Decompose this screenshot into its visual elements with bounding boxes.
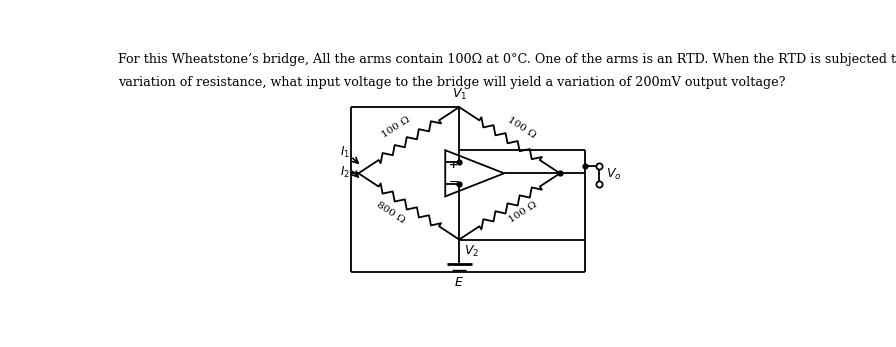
Text: For this Wheatstone’s bridge, All the arms contain 100Ω at 0°C. One of the arms : For this Wheatstone’s bridge, All the ar… [118,53,896,66]
Text: $I_2$: $I_2$ [340,165,349,180]
Text: 100 Ω: 100 Ω [380,115,411,139]
Text: −: − [449,176,460,188]
Text: 100 Ω: 100 Ω [506,115,538,139]
Text: $V_2$: $V_2$ [464,244,479,259]
Text: 100 Ω: 100 Ω [507,200,538,225]
Text: $I_1$: $I_1$ [340,145,349,160]
Text: variation of resistance, what input voltage to the bridge will yield a variation: variation of resistance, what input volt… [118,76,786,88]
Text: +: + [449,160,459,170]
Text: 800 Ω: 800 Ω [375,200,406,225]
Text: $E$: $E$ [454,276,464,289]
Text: $V_1$: $V_1$ [452,87,467,102]
Text: $V_o$: $V_o$ [607,167,622,183]
